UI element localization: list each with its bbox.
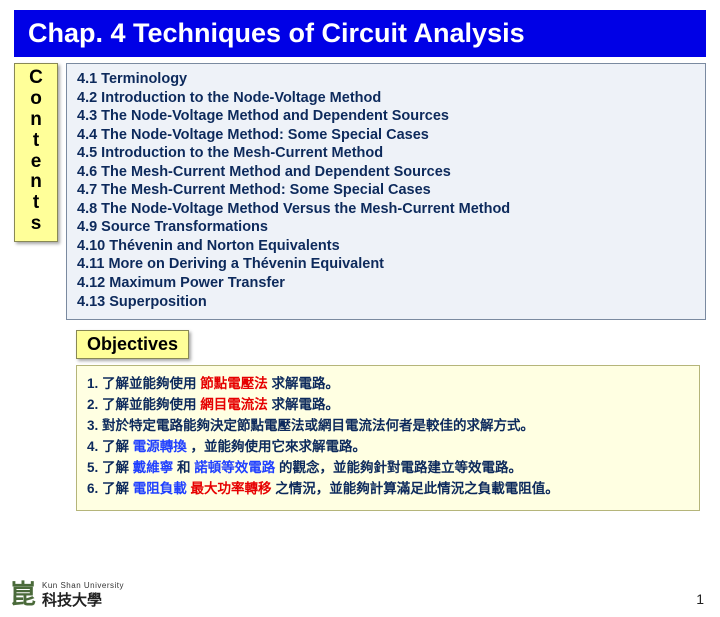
- contents-label-char: n: [15, 172, 57, 193]
- contents-label-char: e: [15, 152, 57, 173]
- contents-label-char: t: [15, 193, 57, 214]
- contents-label-char: C: [15, 68, 57, 89]
- objective-text: 5. 了解: [87, 460, 133, 475]
- objective-text: 的觀念，並能夠針對電路建立等效電路。: [275, 460, 522, 475]
- contents-label-char: s: [15, 214, 57, 235]
- objective-highlight: 戴維寧: [133, 460, 174, 475]
- objective-text: 求解電路。: [268, 397, 339, 412]
- logo-chinese: 科技大學: [42, 593, 102, 609]
- toc-item: 4.11 More on Deriving a Thévenin Equival…: [77, 255, 695, 274]
- toc-item: 4.3 The Node-Voltage Method and Dependen…: [77, 107, 695, 126]
- contents-label: Contents: [14, 63, 58, 242]
- objective-item: 2. 了解並能夠使用 網目電流法 求解電路。: [87, 395, 689, 416]
- contents-label-char: t: [15, 131, 57, 152]
- top-row: Contents 4.1 Terminology4.2 Introduction…: [14, 63, 706, 320]
- chapter-title: Chap. 4 Techniques of Circuit Analysis: [14, 10, 706, 57]
- objective-highlight: 節點電壓法: [200, 376, 268, 391]
- logo-mark-icon: 崑: [10, 574, 36, 611]
- contents-label-char: o: [15, 89, 57, 110]
- contents-label-char: n: [15, 110, 57, 131]
- objective-text: 1. 了解並能夠使用: [87, 376, 200, 391]
- objective-text: 和: [173, 460, 194, 475]
- objective-text: 2. 了解並能夠使用: [87, 397, 200, 412]
- toc-item: 4.10 Thévenin and Norton Equivalents: [77, 237, 695, 256]
- objective-text: 6. 了解: [87, 481, 133, 496]
- objective-highlight: 電源轉換: [133, 439, 187, 454]
- toc-item: 4.2 Introduction to the Node-Voltage Met…: [77, 89, 695, 108]
- objectives-box: 1. 了解並能夠使用 節點電壓法 求解電路。2. 了解並能夠使用 網目電流法 求…: [76, 365, 700, 511]
- objective-item: 3. 對於特定電路能夠決定節點電壓法或網目電流法何者是較佳的求解方式。: [87, 416, 689, 437]
- objective-item: 4. 了解 電源轉換 ，並能夠使用它來求解電路。: [87, 437, 689, 458]
- toc-item: 4.5 Introduction to the Mesh-Current Met…: [77, 144, 695, 163]
- logo-english: Kun Shan University: [42, 581, 124, 590]
- objective-highlight: 最大功率轉移: [191, 481, 272, 496]
- objective-text: 4. 了解: [87, 439, 133, 454]
- toc-item: 4.6 The Mesh-Current Method and Dependen…: [77, 163, 695, 182]
- toc-item: 4.4 The Node-Voltage Method: Some Specia…: [77, 126, 695, 145]
- toc-item: 4.7 The Mesh-Current Method: Some Specia…: [77, 181, 695, 200]
- toc-item: 4.9 Source Transformations: [77, 218, 695, 237]
- toc-item: 4.12 Maximum Power Transfer: [77, 274, 695, 293]
- objective-highlight: 網目電流法: [200, 397, 268, 412]
- university-logo: 崑 Kun Shan University 科技大學: [10, 574, 124, 611]
- objective-item: 5. 了解 戴維寧 和 諾頓等效電路 的觀念，並能夠針對電路建立等效電路。: [87, 458, 689, 479]
- objectives-label: Objectives: [76, 330, 189, 359]
- toc-box: 4.1 Terminology4.2 Introduction to the N…: [66, 63, 706, 320]
- objective-highlight: 電阻負載: [133, 481, 187, 496]
- objective-text: 之情況，並能夠計算滿足此情況之負載電阻值。: [272, 481, 559, 496]
- objective-text: 求解電路。: [268, 376, 339, 391]
- objective-text: 3. 對於特定電路能夠決定節點電壓法或網目電流法何者是較佳的求解方式。: [87, 418, 534, 433]
- page-number: 1: [696, 591, 704, 607]
- toc-item: 4.8 The Node-Voltage Method Versus the M…: [77, 200, 695, 219]
- toc-item: 4.1 Terminology: [77, 70, 695, 89]
- objective-text: ，並能夠使用它來求解電路。: [187, 439, 366, 454]
- objective-item: 6. 了解 電阻負載 最大功率轉移 之情況，並能夠計算滿足此情況之負載電阻值。: [87, 479, 689, 500]
- objective-highlight: 諾頓等效電路: [194, 460, 275, 475]
- toc-item: 4.13 Superposition: [77, 293, 695, 312]
- objective-item: 1. 了解並能夠使用 節點電壓法 求解電路。: [87, 374, 689, 395]
